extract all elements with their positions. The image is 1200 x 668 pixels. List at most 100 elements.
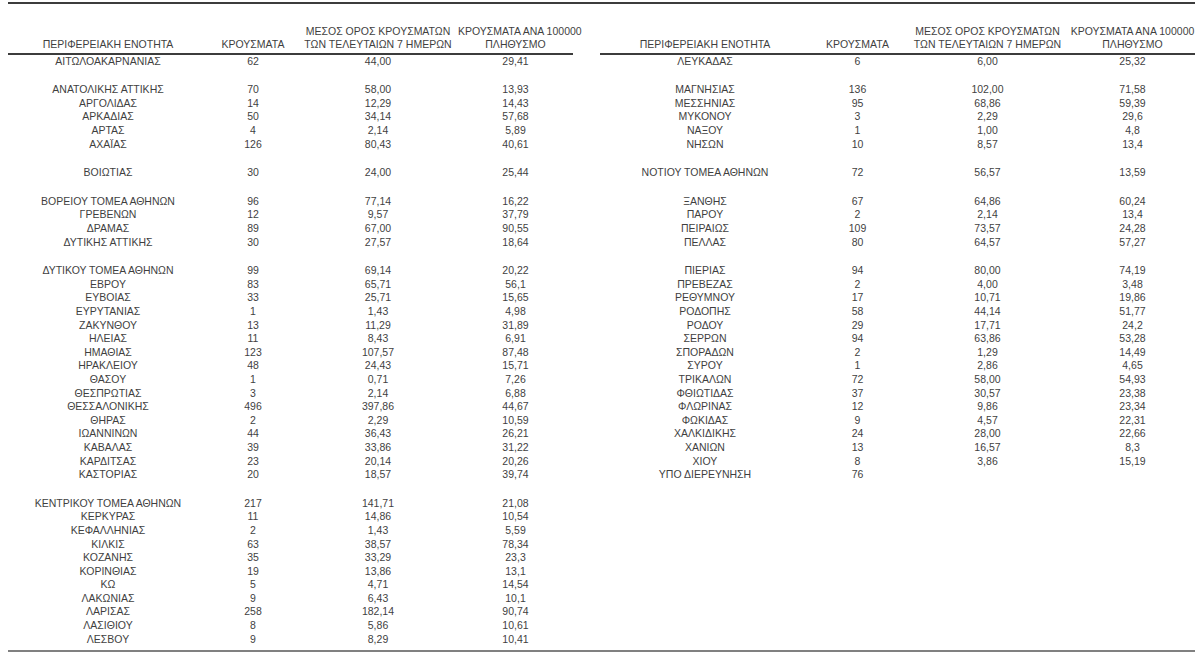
avg7-cell: 34,14 — [298, 110, 458, 124]
table-row: ΝΑΞΟΥ11,004,8 — [600, 124, 1195, 138]
region-cell: ΞΑΝΘΗΣ — [600, 195, 810, 209]
col-header-region: ΠΕΡΙΦΕΡΕΙΑΚΗ ΕΝΟΤΗΤΑ — [600, 4, 810, 54]
cases-cell: 89 — [208, 222, 298, 236]
table-row: ΜΑΓΝΗΣΙΑΣ136102,0071,58 — [600, 83, 1195, 97]
table-row: ΛΑΚΩΝΙΑΣ96,4310,1 — [8, 592, 573, 606]
avg7-cell: 58,00 — [298, 83, 458, 97]
avg7-cell: 2,14 — [298, 386, 458, 400]
region-cell: ΔΥΤΙΚΟΥ ΤΟΜΕΑ ΑΘΗΝΩΝ — [8, 264, 208, 278]
regions-table-left: ΠΕΡΙΦΕΡΕΙΑΚΗ ΕΝΟΤΗΤΑ ΚΡΟΥΣΜΑΤΑ ΜΕΣΟΣ ΟΡΟ… — [8, 4, 573, 646]
table-row: ΡΟΔΟΠΗΣ5844,1451,77 — [600, 305, 1195, 319]
table-row: ΛΕΥΚΑΔΑΣ66,0025,32 — [600, 54, 1195, 68]
table-row: ΚΑΣΤΟΡΙΑΣ2018,5739,74 — [8, 468, 573, 482]
per100k-cell: 51,77 — [1070, 305, 1195, 319]
region-cell: ΜΕΣΣΗΝΙΑΣ — [600, 97, 810, 111]
per100k-cell: 4,65 — [1070, 359, 1195, 373]
avg7-cell: 13,86 — [298, 564, 458, 578]
table-row: ΗΡΑΚΛΕΙΟΥ4824,4315,71 — [8, 359, 573, 373]
cases-cell: 70 — [208, 83, 298, 97]
cases-cell: 17 — [810, 291, 905, 305]
cases-cell: 58 — [810, 305, 905, 319]
region-cell: ΣΠΟΡΑΔΩΝ — [600, 346, 810, 360]
table-row: ΚΕΡΚΥΡΑΣ1114,8610,54 — [8, 510, 573, 524]
avg7-cell: 3,86 — [905, 454, 1070, 468]
avg7-cell: 8,29 — [298, 632, 458, 646]
region-cell: ΚΩ — [8, 578, 208, 592]
per100k-cell: 10,54 — [458, 510, 573, 524]
cases-cell: 1 — [208, 305, 298, 319]
avg7-cell: 65,71 — [298, 278, 458, 292]
region-cell: ΗΜΑΘΙΑΣ — [8, 346, 208, 360]
avg7-cell: 6,43 — [298, 592, 458, 606]
table-row: ΦΛΩΡΙΝΑΣ129,8623,34 — [600, 400, 1195, 414]
per100k-cell: 3,48 — [1070, 278, 1195, 292]
per100k-cell: 13,59 — [1070, 166, 1195, 180]
col-header-avg7: ΜΕΣΟΣ ΟΡΟΣ ΚΡΟΥΣΜΑΤΩΝ ΤΩΝ ΤΕΛΕΥΤΑΙΩΝ 7 Η… — [298, 4, 458, 54]
region-cell: ΙΩΑΝΝΙΝΩΝ — [8, 427, 208, 441]
cases-cell: 33 — [208, 291, 298, 305]
table-row: ΣΥΡΟΥ12,864,65 — [600, 359, 1195, 373]
col-header-line: ΜΕΣΟΣ ΟΡΟΣ ΚΡΟΥΣΜΑΤΩΝ — [298, 25, 458, 38]
avg7-cell — [905, 468, 1070, 482]
avg7-cell: 67,00 — [298, 222, 458, 236]
cases-cell: 2 — [208, 524, 298, 538]
cases-cell: 126 — [208, 137, 298, 151]
per100k-cell: 39,74 — [458, 468, 573, 482]
region-cell: ΣΥΡΟΥ — [600, 359, 810, 373]
table-row: ΠΙΕΡΙΑΣ9480,0074,19 — [600, 264, 1195, 278]
region-cell: ΚΑΡΔΙΤΣΑΣ — [8, 454, 208, 468]
table-row: ΤΡΙΚΑΛΩΝ7258,0054,93 — [600, 373, 1195, 387]
region-cell: ΛΕΣΒΟΥ — [8, 632, 208, 646]
per100k-cell: 22,66 — [1070, 427, 1195, 441]
table-row: ΑΡΓΟΛΙΔΑΣ1412,2914,43 — [8, 97, 573, 111]
region-cell: ΕΥΒΟΙΑΣ — [8, 291, 208, 305]
region-cell: ΒΟΙΩΤΙΑΣ — [8, 166, 208, 180]
per100k-cell: 6,91 — [458, 332, 573, 346]
cases-cell: 95 — [810, 97, 905, 111]
region-cell: ΝΟΤΙΟΥ ΤΟΜΕΑ ΑΘΗΝΩΝ — [600, 166, 810, 180]
table-row: ΣΠΟΡΑΔΩΝ21,2914,49 — [600, 346, 1195, 360]
cases-cell: 6 — [810, 54, 905, 68]
avg7-cell: 80,00 — [905, 264, 1070, 278]
spacer-cell — [8, 151, 573, 166]
avg7-cell: 8,57 — [905, 137, 1070, 151]
avg7-cell: 80,43 — [298, 137, 458, 151]
cases-cell: 67 — [810, 195, 905, 209]
spacer-row — [600, 249, 1195, 264]
cases-cell: 30 — [208, 166, 298, 180]
region-cell: ΠΕΛΛΑΣ — [600, 235, 810, 249]
table-row: ΚΑΒΑΛΑΣ3933,8631,22 — [8, 441, 573, 455]
avg7-cell: 141,71 — [298, 496, 458, 510]
col-header-line: ΜΕΣΟΣ ΟΡΟΣ ΚΡΟΥΣΜΑΤΩΝ — [905, 25, 1070, 38]
cases-cell: 23 — [208, 454, 298, 468]
region-cell: ΤΡΙΚΑΛΩΝ — [600, 373, 810, 387]
region-cell: ΘΕΣΣΑΛΟΝΙΚΗΣ — [8, 400, 208, 414]
region-cell: ΘΑΣΟΥ — [8, 373, 208, 387]
avg7-cell: 1,43 — [298, 524, 458, 538]
cases-cell: 258 — [208, 605, 298, 619]
per100k-cell: 74,19 — [1070, 264, 1195, 278]
per100k-cell: 87,48 — [458, 346, 573, 360]
avg7-cell: 1,29 — [905, 346, 1070, 360]
region-cell: ΑΧΑΪΑΣ — [8, 137, 208, 151]
avg7-cell: 4,57 — [905, 413, 1070, 427]
region-cell: ΚΑΣΤΟΡΙΑΣ — [8, 468, 208, 482]
avg7-cell: 1,43 — [298, 305, 458, 319]
per100k-cell: 10,61 — [458, 619, 573, 633]
per100k-cell: 8,3 — [1070, 441, 1195, 455]
per100k-cell: 57,27 — [1070, 235, 1195, 249]
col-header-per100k: ΚΡΟΥΣΜΑΤΑ ΑΝΑ 100000 ΠΛΗΘΥΣΜΟ — [458, 4, 573, 54]
cases-cell: 13 — [208, 318, 298, 332]
table-row: ΗΛΕΙΑΣ118,436,91 — [8, 332, 573, 346]
avg7-cell: 18,57 — [298, 468, 458, 482]
region-cell: ΚΟΖΑΝΗΣ — [8, 551, 208, 565]
cases-cell: 11 — [208, 510, 298, 524]
col-header-line: ΤΩΝ ΤΕΛΕΥΤΑΙΩΝ 7 ΗΜΕΡΩΝ — [298, 38, 458, 51]
region-cell: ΔΥΤΙΚΗΣ ΑΤΤΙΚΗΣ — [8, 235, 208, 249]
avg7-cell: 2,86 — [905, 359, 1070, 373]
per100k-cell: 5,89 — [458, 124, 573, 138]
avg7-cell: 30,57 — [905, 386, 1070, 400]
avg7-cell: 4,71 — [298, 578, 458, 592]
table-row: ΦΘΙΩΤΙΔΑΣ3730,5723,38 — [600, 386, 1195, 400]
per100k-cell: 6,88 — [458, 386, 573, 400]
